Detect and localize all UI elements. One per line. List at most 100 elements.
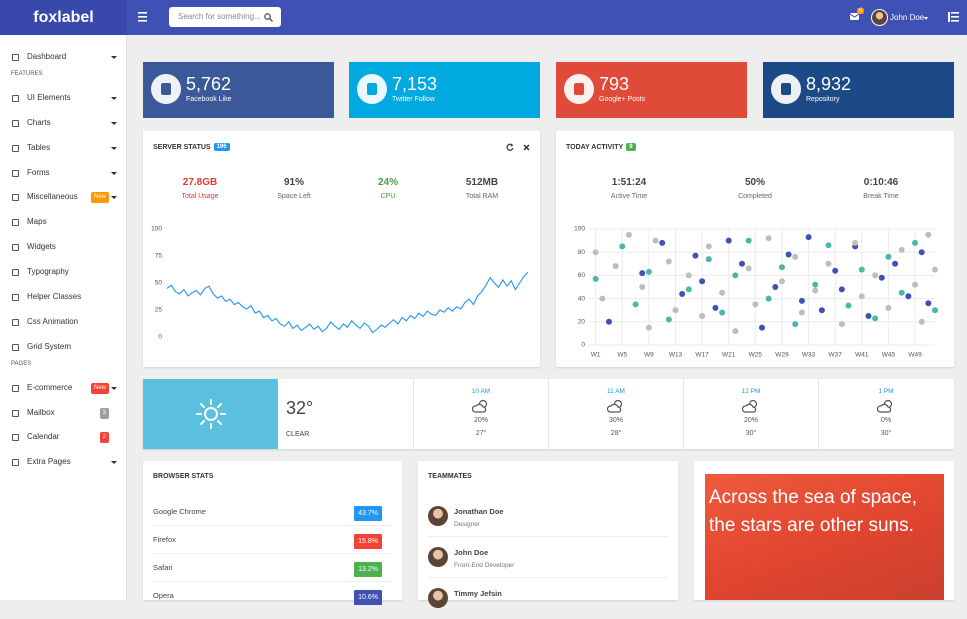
menu-item[interactable]: Widgets: [0, 235, 126, 260]
scatter-point: [732, 328, 739, 335]
stat-value: 7,153: [392, 74, 438, 94]
scatter-point: [632, 301, 639, 308]
brand[interactable]: foxlabel: [0, 0, 127, 35]
x-tick-label: W45: [882, 352, 896, 359]
search-box[interactable]: Search for something...: [169, 7, 281, 27]
menu-badge: New: [90, 382, 109, 394]
teammate-name[interactable]: John Doe: [454, 548, 489, 557]
y-tick-label: 20: [578, 319, 586, 326]
teammate-name[interactable]: Timmy Jefsin: [454, 589, 502, 598]
scatter-point: [592, 275, 599, 282]
user-caret[interactable]: [924, 17, 928, 20]
scatter-point: [858, 266, 865, 273]
scatter-point: [712, 304, 719, 311]
title-text: TODAY ACTIVITY: [566, 144, 624, 151]
metric-value: 1:51:24: [611, 177, 647, 188]
menu-item[interactable]: Mailbox 3: [0, 401, 126, 426]
menu-item[interactable]: Grid System: [0, 335, 126, 360]
scatter-point: [925, 231, 932, 238]
scatter-point: [759, 324, 765, 331]
scatter-point: [932, 307, 938, 314]
y-tick-label: 60: [578, 272, 586, 279]
metric-label: Space Left: [277, 193, 311, 200]
stat-value: 5,762: [186, 74, 232, 94]
menu-label: E-commerce: [27, 382, 73, 392]
menu-item[interactable]: Charts: [0, 111, 126, 136]
scatter-point: [872, 272, 879, 279]
menu-item[interactable]: Forms: [0, 161, 126, 186]
scatter-point: [705, 243, 712, 250]
menu-caret: [111, 461, 117, 465]
menu-item[interactable]: Dashboard: [0, 45, 126, 70]
x-tick-label: W17: [695, 352, 709, 359]
x-tick-label: W21: [722, 352, 736, 359]
scatter-point: [912, 239, 919, 246]
metric-value: 512MB: [465, 177, 499, 188]
forecast-column: 1 PM 0% 30°: [818, 379, 953, 449]
stat-card: 7,153 Twitter Follow: [349, 62, 540, 118]
y-tick-label: 50: [155, 280, 163, 287]
scatter-point: [838, 321, 845, 328]
notification-badge: 6: [857, 8, 865, 14]
scatter-point: [845, 302, 852, 309]
scatter-point: [798, 309, 805, 316]
menu-label: UI Elements: [27, 92, 71, 102]
menu-icon: [12, 269, 19, 277]
menu-icon: [12, 219, 19, 227]
scatter-point: [805, 234, 812, 241]
scatter-point: [765, 235, 772, 242]
top-bar: foxlabel Search for something... 6 John …: [0, 0, 967, 35]
browser-share: 15.8%: [354, 534, 382, 549]
menu-item[interactable]: Helper Classes: [0, 285, 126, 310]
menu-label: Miscellaneous: [27, 192, 78, 202]
scatter-point: [832, 267, 839, 274]
weather-icon: [607, 399, 623, 413]
stat-value: 793: [599, 74, 630, 94]
metric-label: Completed: [738, 193, 772, 200]
menu-item[interactable]: E-commerce New: [0, 376, 126, 401]
stat-icon: [357, 74, 387, 104]
refresh-icon[interactable]: [506, 143, 514, 151]
quote-card: Across the sea of space, the stars are o…: [694, 461, 954, 600]
scatter-point: [619, 243, 626, 250]
menu-toggle[interactable]: [138, 12, 148, 22]
menu-item[interactable]: Calendar 2: [0, 425, 126, 450]
x-tick-label: W41: [855, 352, 869, 359]
scatter-point: [898, 246, 905, 253]
menu-item[interactable]: Typography: [0, 260, 126, 285]
current-temp: 32°: [286, 398, 314, 418]
x-tick-label: W25: [749, 352, 763, 359]
scatter-point: [878, 274, 885, 281]
teammate-name[interactable]: Jonathan Doe: [454, 507, 504, 516]
user-name[interactable]: John Doe: [890, 13, 925, 22]
menu-item[interactable]: Extra Pages: [0, 450, 126, 475]
quote-image: Across the sea of space, the stars are o…: [705, 474, 944, 600]
right-panel-toggle[interactable]: [948, 12, 959, 22]
menu-item[interactable]: Miscellaneous New: [0, 185, 126, 210]
scatter-point: [719, 289, 726, 296]
scatter-point: [699, 278, 706, 285]
menu-label: Calendar: [27, 432, 60, 442]
menu-item[interactable]: Maps: [0, 210, 126, 235]
scatter-point: [918, 249, 925, 256]
menu-icon: [12, 194, 19, 202]
menu-label: Maps: [27, 217, 47, 227]
x-tick-label: W13: [669, 352, 683, 359]
mail-icon[interactable]: [850, 13, 859, 21]
menu-item[interactable]: UI Elements: [0, 86, 126, 111]
scatter-point: [685, 286, 692, 293]
teammate-row: Jonathan Doe Designer: [428, 497, 668, 537]
scatter-point: [918, 318, 925, 325]
scatter-point: [645, 268, 652, 275]
menu-item[interactable]: Css Animation: [0, 310, 126, 335]
scatter-point: [778, 264, 785, 271]
title-badge: 9: [626, 143, 636, 151]
search-icon[interactable]: [264, 13, 273, 22]
metric: 24% CPU: [341, 177, 435, 200]
menu-item[interactable]: Tables: [0, 136, 126, 161]
menu-label: Extra Pages: [27, 457, 71, 467]
close-icon[interactable]: [523, 144, 530, 151]
user-avatar[interactable]: [871, 9, 888, 26]
scatter-point: [898, 289, 905, 296]
forecast-rain: 30%: [608, 417, 623, 424]
